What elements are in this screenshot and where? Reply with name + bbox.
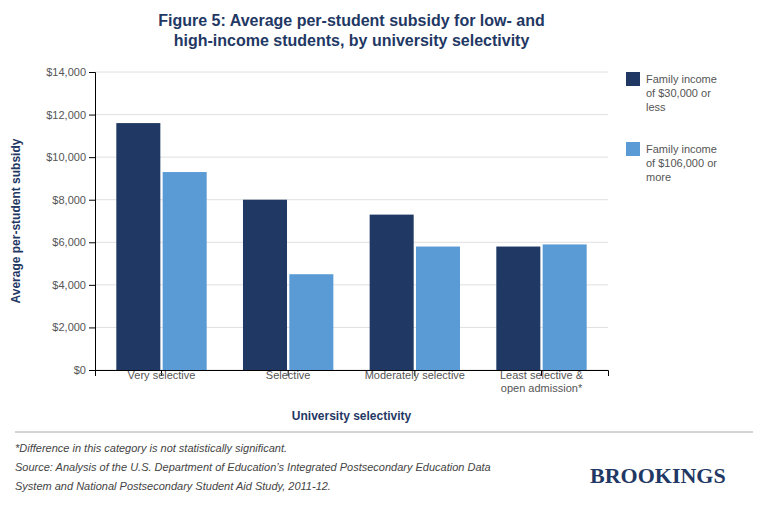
text-line: less	[646, 101, 666, 113]
legend-item: Family income of $106,000 or more	[626, 142, 717, 183]
tick: $6,000	[52, 236, 95, 248]
tick-mark	[89, 115, 95, 116]
text-line: Moderately selective	[365, 369, 465, 381]
tick-label: Moderately selective	[365, 369, 465, 381]
tick-mark	[89, 72, 95, 73]
legend-label: Family income of $106,000 or more	[646, 143, 717, 183]
tick-label: Very selective	[128, 369, 196, 381]
tick: $12,000	[46, 109, 95, 121]
legend-swatch	[626, 72, 640, 86]
title: Figure 5: Average per-student subsidy fo…	[158, 12, 544, 49]
tick-mark	[89, 285, 95, 286]
text-line: Selective	[266, 369, 311, 381]
tick-label: Least selective &open admission*	[500, 369, 584, 394]
y-axis: $0 $2,000 $4,000 $6,000 $8,000 $10,000 $12,000…	[46, 66, 95, 376]
text-line: University selectivity	[292, 409, 412, 423]
tick: $0	[74, 364, 95, 376]
separator	[15, 432, 753, 433]
bar	[163, 172, 207, 370]
tick: $4,000	[52, 279, 95, 291]
bars	[116, 123, 586, 370]
legend-label: Family income of $30,000 or less	[646, 73, 717, 113]
bar	[416, 247, 460, 370]
tick-label: $14,000	[46, 66, 86, 78]
grid-line	[95, 72, 608, 73]
tick-label: $2,000	[52, 321, 86, 333]
tick: Selective	[266, 369, 311, 381]
text-line: Average per-student subsidy	[9, 138, 23, 303]
tick-mark	[89, 242, 95, 243]
tick: $10,000	[46, 151, 95, 163]
grid-line	[95, 114, 608, 115]
tick: $8,000	[52, 194, 95, 206]
text-line: of $30,000 or	[646, 87, 711, 99]
y-axis-title: Average per-student subsidy	[9, 138, 23, 303]
legend-swatch	[626, 142, 640, 156]
text-line: Family income	[646, 143, 717, 155]
bar	[116, 123, 160, 370]
tick-label: $12,000	[46, 109, 86, 121]
tick-mark	[89, 157, 95, 158]
tick-label: $0	[74, 364, 86, 376]
tick-mark	[89, 327, 95, 328]
text-line: open admission*	[501, 382, 583, 394]
footnote: *Difference in this category is not stat…	[15, 442, 287, 454]
tick-mark	[89, 200, 95, 201]
bar-series	[116, 123, 540, 370]
text-line: Figure 5: Average per-student subsidy fo…	[158, 12, 544, 29]
tick: Moderately selective	[365, 369, 465, 381]
footnote: Source: Analysis of the U.S. Department …	[15, 461, 491, 473]
text-line: Family income	[646, 73, 717, 85]
axis-line	[89, 73, 96, 371]
bar	[496, 247, 540, 370]
legend-item: Family income of $30,000 or less	[626, 72, 717, 113]
chart-root: $0 $2,000 $4,000 $6,000 $8,000 $10,000 $12,000…	[0, 0, 768, 523]
footnote: System and National Postsecondary Studen…	[15, 480, 331, 492]
tick: Very selective	[128, 369, 196, 381]
legend: Family incomeof $30,000 orlessFamily inc…	[626, 72, 717, 183]
text-line: more	[646, 171, 671, 183]
plot-area: $0 $2,000 $4,000 $6,000 $8,000 $10,000 $12,000…	[46, 66, 608, 394]
bar	[243, 200, 287, 370]
tick-mark	[89, 370, 95, 371]
bar	[370, 215, 414, 370]
tick: Least selective &open admission*	[500, 369, 584, 394]
tick-label: $4,000	[52, 279, 86, 291]
x-axis-title: University selectivity	[292, 409, 412, 423]
tick: $14,000	[46, 66, 95, 78]
tick-label: $10,000	[46, 151, 86, 163]
tick-label: $8,000	[52, 194, 86, 206]
text-line: Least selective &	[500, 369, 584, 381]
text-line: of $106,000 or	[646, 157, 717, 169]
credit: BROOKINGS	[590, 463, 726, 488]
bar	[543, 244, 587, 370]
bar-series	[163, 172, 587, 370]
text-line: Very selective	[128, 369, 196, 381]
tick-label: Selective	[266, 369, 311, 381]
text-line: high-income students, by university sele…	[174, 32, 530, 49]
grid	[95, 72, 608, 370]
grid-line	[95, 157, 608, 158]
tick-label: $6,000	[52, 236, 86, 248]
x-axis: Very selective Selective Moderately select…	[96, 369, 609, 394]
tick: $2,000	[52, 321, 95, 333]
bar	[289, 274, 333, 370]
